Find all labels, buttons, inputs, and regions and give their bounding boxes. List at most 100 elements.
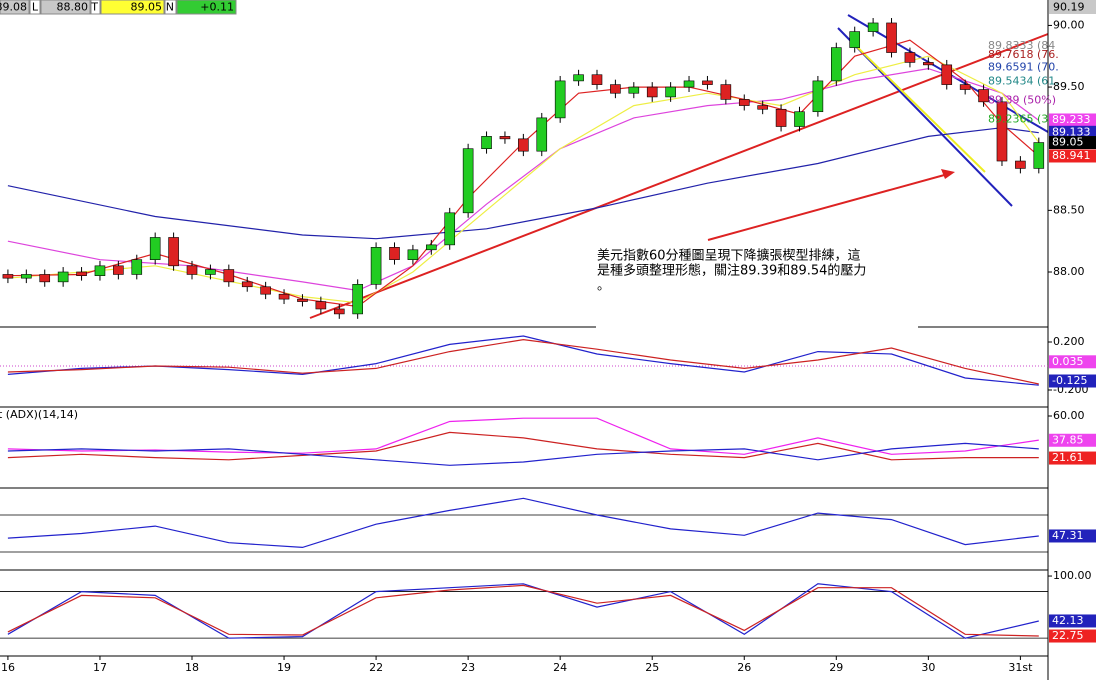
value-marker-label: 42.13 [1052, 614, 1084, 627]
y-tick-label: 60.00 [1053, 409, 1085, 422]
y-tick-label: 100.00 [1053, 569, 1092, 582]
x-tick-label: 30 [921, 661, 935, 674]
candle-body [738, 99, 750, 106]
candle-body [333, 308, 345, 315]
candle-body [849, 31, 861, 48]
candle-body [757, 105, 768, 110]
candle-body [462, 148, 474, 214]
x-tick-label: 19 [277, 661, 291, 674]
value-marker [1049, 355, 1096, 369]
candle-body [1015, 160, 1026, 169]
fib-label: 89.39 (50%) [988, 94, 1056, 107]
header-cell [0, 0, 30, 15]
value-marker-label: 47.31 [1052, 529, 1084, 542]
value-marker [1049, 125, 1096, 139]
candle-body [886, 22, 897, 53]
candle-body [370, 247, 382, 285]
indicator-line [7, 497, 1039, 549]
candle-body [959, 84, 971, 90]
indicator-line [7, 55, 1040, 304]
x-tick-label: 17 [93, 661, 107, 674]
candle-body [775, 108, 787, 127]
candle-body [444, 212, 456, 246]
candle-body [39, 274, 51, 283]
value-marker [1049, 529, 1096, 543]
candle-body [867, 22, 879, 32]
y-tick-label: 89.50 [1053, 80, 1085, 93]
value-marker [1049, 451, 1096, 465]
value-marker-label: 21.61 [1052, 451, 1084, 464]
value-marker [1049, 614, 1096, 628]
value-marker-label: 37.85 [1052, 433, 1084, 446]
header-cell [164, 0, 177, 15]
y-top-label: 90.19 [1053, 1, 1085, 14]
value-marker [1049, 374, 1096, 388]
candle-body [978, 89, 989, 103]
candle-body [831, 47, 842, 82]
value-marker-label: 89.05 [1052, 136, 1084, 149]
channel-line [849, 39, 986, 173]
annotation: 是種多頭整理形態，關注89.39和89.54的壓力 [597, 263, 866, 279]
candle-body [499, 136, 511, 140]
candle-body [904, 52, 916, 63]
fib-label: 89.5434 (61. [988, 75, 1059, 88]
header-value: N [166, 1, 174, 14]
annotation: 。 [597, 279, 610, 294]
candle-body [941, 64, 953, 85]
candle-body [21, 274, 32, 279]
value-marker [1049, 433, 1096, 447]
annotation: 美元指數60分種圖呈現下降擴張楔型排練，這 [597, 248, 861, 264]
indicator-line [7, 584, 1039, 637]
x-tick-label: 29 [829, 661, 843, 674]
x-tick-label: 23 [461, 661, 475, 674]
candle-body [94, 265, 106, 276]
candle-body [481, 136, 492, 150]
header-value: +0.11 [200, 1, 234, 14]
candle-body [149, 237, 161, 260]
value-marker-label: -0.125 [1052, 374, 1087, 387]
y-tick-label: 90.00 [1053, 18, 1085, 31]
fib-label: 89.2365 (38. [988, 113, 1059, 126]
candle-body [518, 138, 529, 152]
header-cell [29, 0, 41, 15]
indicator-line [7, 335, 1039, 386]
indicator-line [7, 338, 1039, 385]
value-marker-label: 88.941 [1052, 149, 1091, 162]
candle-body [702, 80, 713, 85]
value-marker [1049, 149, 1096, 163]
candle-body [57, 271, 69, 283]
value-marker-label: 0.035 [1052, 355, 1084, 368]
candle-body [297, 298, 308, 302]
x-tick-label: 16 [1, 661, 15, 674]
fib-label: 89.8333 (84 [988, 39, 1055, 52]
candle-body [646, 86, 658, 98]
candle-body [352, 284, 363, 315]
candle-body [389, 247, 400, 260]
candle-body [426, 244, 437, 251]
candle-body [186, 265, 198, 275]
candle-body [223, 269, 235, 283]
candle-body [131, 259, 143, 275]
header-cell [100, 0, 165, 15]
value-marker-label: 89.233 [1052, 113, 1091, 126]
candle-body [794, 111, 805, 127]
fib-label: 89.6591 (70. [988, 60, 1059, 73]
y-tick-label: 88.00 [1053, 265, 1085, 278]
candle-body [665, 86, 676, 98]
header-value: 88.80 [57, 1, 89, 14]
candle-body [113, 265, 124, 275]
fib-label: 89.7618 (76. [988, 48, 1059, 61]
candle-body [536, 117, 548, 152]
candle-body [2, 274, 14, 279]
candle-body [812, 80, 824, 113]
indicator-line [7, 431, 1039, 461]
x-tick-label: 26 [737, 661, 751, 674]
x-tick-label: 24 [553, 661, 567, 674]
y-tick-label: 0.200 [1053, 335, 1085, 348]
value-marker [1049, 136, 1096, 150]
x-tick-label: 18 [185, 661, 199, 674]
header-cell [40, 0, 91, 15]
header-value: 89.05 [131, 1, 163, 14]
